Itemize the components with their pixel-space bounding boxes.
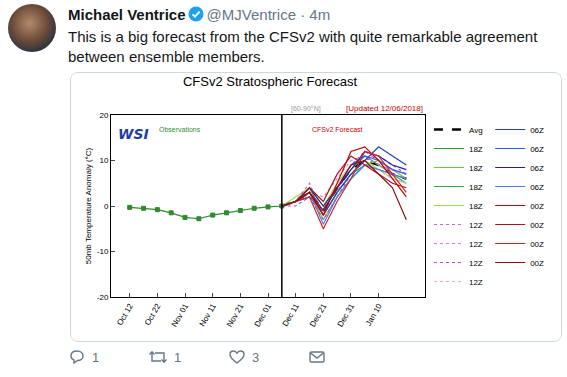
svg-text:Nov 01: Nov 01: [170, 302, 191, 329]
svg-text:20: 20: [99, 111, 108, 120]
svg-text:Dec 21: Dec 21: [308, 302, 329, 329]
svg-text:Jan 10: Jan 10: [364, 302, 384, 328]
svg-text:12Z: 12Z: [469, 221, 483, 230]
html-text:3: 3: [252, 349, 260, 365]
svg-text:10: 10: [99, 156, 108, 165]
svg-text:Nov 21: Nov 21: [225, 302, 246, 329]
html-text:Michael Ventrice: Michael Ventrice: [68, 6, 186, 23]
svg-text:Nov 11: Nov 11: [198, 302, 218, 328]
svg-text:Oct 12: Oct 12: [115, 302, 135, 327]
html-text:1: 1: [92, 349, 100, 365]
svg-text:12Z: 12Z: [469, 259, 483, 268]
svg-text:06Z: 06Z: [530, 145, 544, 154]
svg-text:-10: -10: [97, 247, 109, 256]
svg-text:00Z: 00Z: [530, 202, 544, 211]
html-text:1: 1: [174, 349, 182, 365]
svg-text:06Z: 06Z: [530, 183, 544, 192]
svg-text:0: 0: [104, 202, 109, 211]
svg-text:[Updated 12/06/2018]: [Updated 12/06/2018]: [346, 104, 423, 113]
svg-text:18Z: 18Z: [469, 145, 483, 154]
svg-text:Avg: Avg: [469, 126, 483, 135]
html-text:@MJVentrice · 4m: @MJVentrice · 4m: [206, 6, 331, 23]
svg-text:18Z: 18Z: [469, 202, 483, 211]
svg-text:Dec 31: Dec 31: [336, 302, 357, 329]
svg-text:Dec 01: Dec 01: [253, 302, 274, 329]
svg-text:-20: -20: [97, 293, 109, 302]
svg-text:00Z: 00Z: [530, 221, 544, 230]
svg-text:18Z: 18Z: [469, 164, 483, 173]
svg-text:00Z: 00Z: [530, 259, 544, 268]
svg-text:06Z: 06Z: [530, 126, 544, 135]
svg-text:Dec 11: Dec 11: [281, 302, 301, 328]
svg-text:00Z: 00Z: [530, 240, 544, 249]
svg-text:Observations: Observations: [159, 126, 201, 133]
svg-text:12Z: 12Z: [469, 278, 483, 287]
svg-text:18Z: 18Z: [469, 183, 483, 192]
svg-text:Oct 22: Oct 22: [143, 302, 163, 327]
svg-text:50mb Temperature Anomaly (°C): 50mb Temperature Anomaly (°C): [84, 147, 93, 264]
svg-text:06Z: 06Z: [530, 164, 544, 173]
svg-text:12Z: 12Z: [469, 240, 483, 249]
svg-text:WSI: WSI: [118, 126, 149, 142]
svg-text:[60-90°N]: [60-90°N]: [291, 105, 321, 113]
svg-text:CFSv2 Forecast: CFSv2 Forecast: [312, 126, 363, 133]
svg-text:CFSv2 Stratospheric Forecast: CFSv2 Stratospheric Forecast: [183, 74, 358, 89]
html-text:This is a big forecast from th: This is a big forecast from the CFSv2 wi…: [68, 28, 538, 65]
